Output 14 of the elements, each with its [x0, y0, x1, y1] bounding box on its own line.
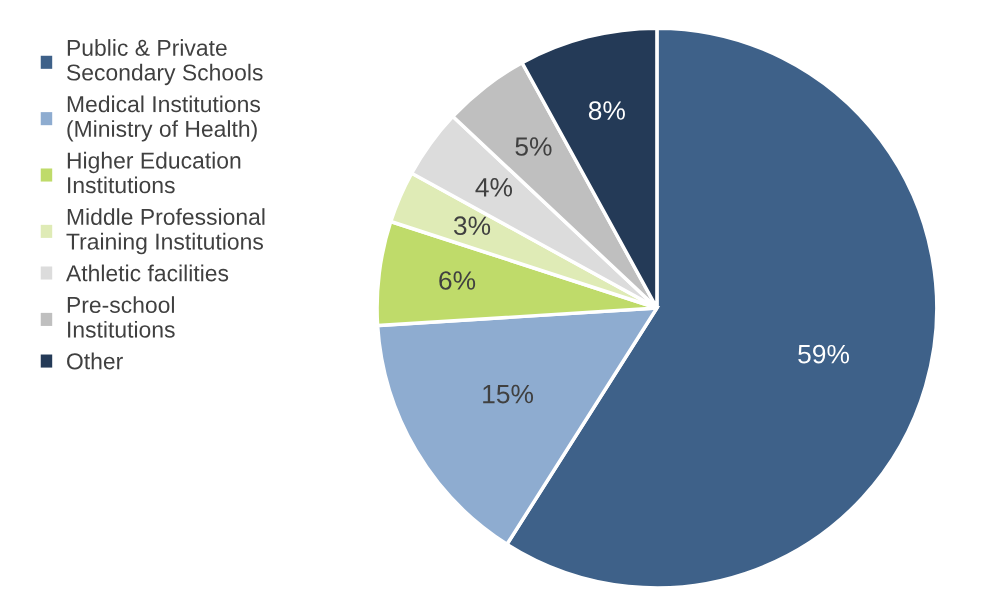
data-label: 3% [453, 216, 491, 236]
legend-label: Athletic facilities [66, 264, 229, 282]
data-label: 59% [798, 344, 850, 364]
legend-label: Public & Private Secondary Schools [67, 39, 263, 86]
data-label: 4% [475, 178, 513, 197]
legend-label: Medical Institutions (Ministry of Health) [67, 95, 261, 142]
legend-label: Pre-school Institutions [67, 296, 175, 338]
data-label: 5% [515, 137, 552, 156]
data-label: 6% [439, 271, 476, 290]
legend-label: Higher Education Institutions [67, 151, 241, 194]
data-label: 8% [588, 101, 625, 120]
legend-label: Other [67, 352, 123, 370]
legend-label: Middle Professional Training Institutions [66, 208, 265, 255]
data-label: 15% [483, 384, 534, 404]
